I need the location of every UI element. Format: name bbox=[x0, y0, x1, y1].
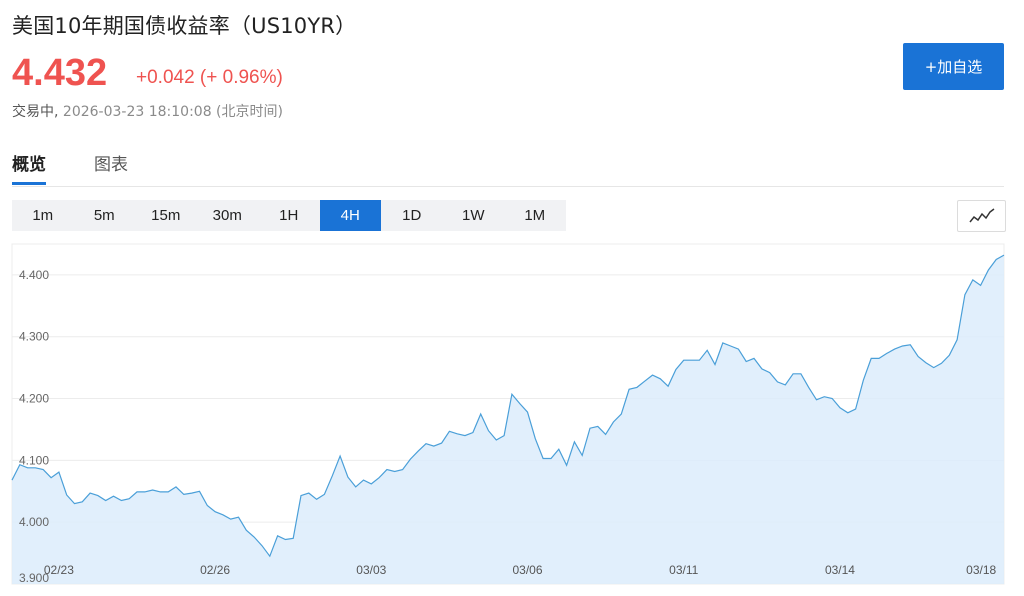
period-1h[interactable]: 1H bbox=[279, 207, 299, 224]
y-tick-label: 3.900 bbox=[19, 571, 49, 585]
tab-bar: 概览 图表 bbox=[12, 150, 1004, 187]
status-label: 交易中, bbox=[12, 104, 59, 120]
current-price: 4.432 bbox=[12, 52, 108, 94]
x-tick-label: 03/06 bbox=[513, 563, 543, 577]
tab-chart[interactable]: 图表 bbox=[94, 155, 128, 175]
y-axis-ticks: 3.900 4.000 4.100 4.200 4.300 4.400 bbox=[19, 268, 49, 585]
period-1w[interactable]: 1W bbox=[462, 207, 485, 224]
x-tick-label: 03/11 bbox=[669, 563, 698, 577]
y-tick-label: 4.200 bbox=[19, 392, 49, 406]
yield-area-fill bbox=[12, 255, 1004, 584]
period-1d[interactable]: 1D bbox=[402, 207, 422, 224]
status-timestamp: 2026-03-23 18:10:08 (北京时间) bbox=[62, 104, 283, 120]
period-30m[interactable]: 30m bbox=[212, 207, 242, 224]
trading-status: 交易中, 2026-03-23 18:10:08 (北京时间) bbox=[12, 101, 283, 121]
price-change: +0.042 (+ 0.96%) bbox=[136, 67, 283, 88]
tab-overview[interactable]: 概览 bbox=[12, 150, 46, 185]
x-tick-label: 03/18 bbox=[966, 563, 996, 577]
yield-line bbox=[11, 254, 1005, 558]
period-5m[interactable]: 5m bbox=[93, 207, 115, 224]
x-tick-label: 03/03 bbox=[356, 563, 386, 577]
y-tick-label: 4.300 bbox=[19, 330, 49, 344]
chart-type-button[interactable] bbox=[957, 200, 1006, 232]
period-15m[interactable]: 15m bbox=[151, 207, 181, 224]
y-tick-label: 4.100 bbox=[19, 453, 49, 467]
period-1m[interactable]: 1m bbox=[32, 207, 54, 224]
y-tick-label: 4.000 bbox=[19, 515, 49, 529]
yield-chart: 3.900 4.000 4.100 4.200 4.300 4.400 02/23 02/2… bbox=[11, 243, 1005, 585]
add-to-watchlist-button[interactable]: +加自选 bbox=[903, 43, 1004, 90]
line-chart-icon bbox=[968, 208, 994, 223]
x-tick-label: 03/14 bbox=[825, 563, 855, 577]
period-4h[interactable]: 4H bbox=[319, 200, 381, 231]
page-title: 美国10年期国债收益率（US10YR） bbox=[12, 14, 357, 38]
period-1mo[interactable]: 1M bbox=[524, 207, 546, 224]
x-tick-label: 02/26 bbox=[200, 563, 230, 577]
x-tick-label: 02/23 bbox=[44, 563, 74, 577]
period-selector: 1m 5m 15m 30m 1H 4H 1D 1W 1M bbox=[12, 200, 566, 231]
y-tick-label: 4.400 bbox=[19, 268, 49, 282]
